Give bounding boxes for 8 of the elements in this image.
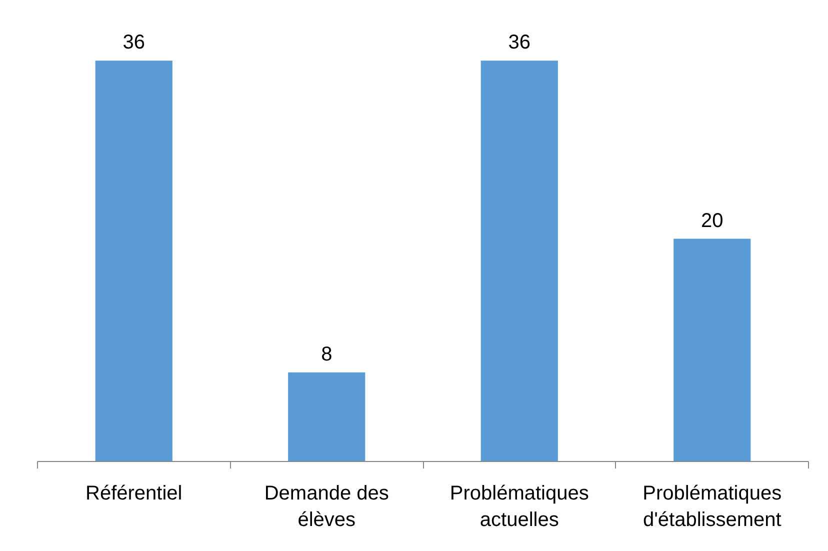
x-tick-label: Référentiel [86, 482, 182, 504]
data-label: 20 [701, 210, 724, 232]
x-tick-label: Problématiques actuelles [450, 482, 589, 531]
data-label: 36 [122, 32, 145, 54]
x-tick-label: Problématiques d'établissement [642, 482, 782, 531]
data-label: 8 [321, 343, 332, 366]
x-tick-label: Demande des élèves [264, 482, 389, 531]
data-label: 36 [508, 32, 530, 54]
